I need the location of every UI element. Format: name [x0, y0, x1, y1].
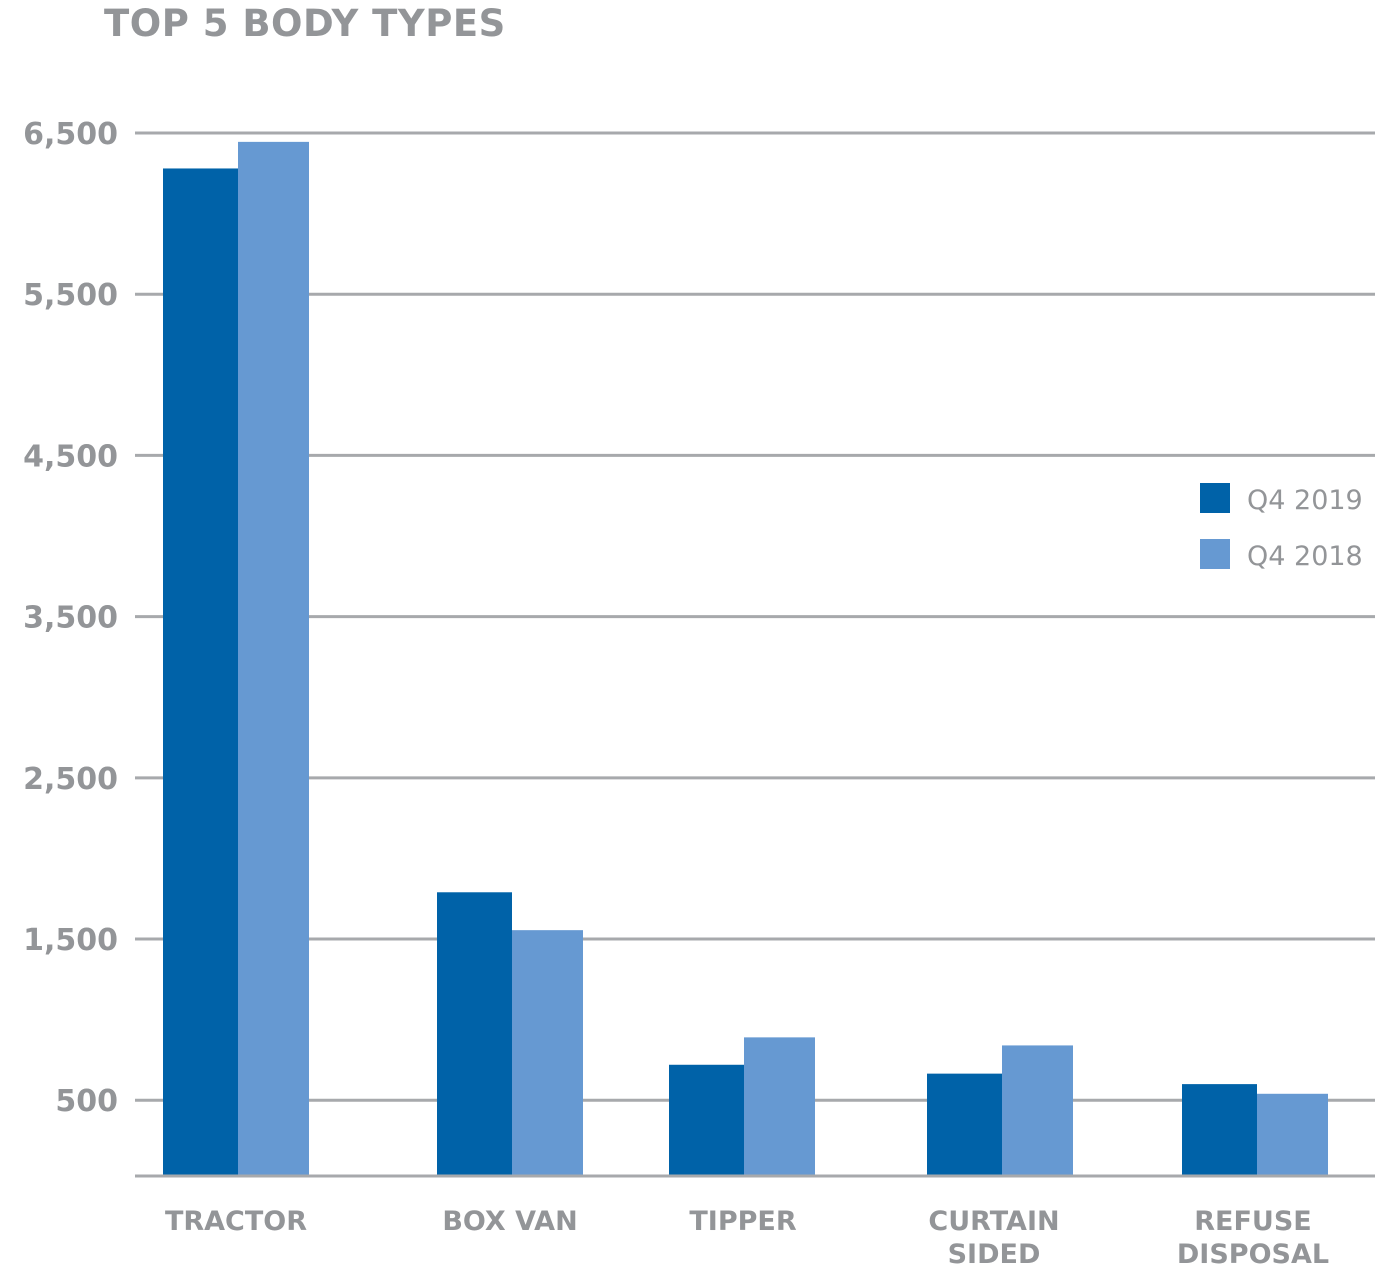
bar-q4-2019-refuse-disposal — [1182, 1084, 1257, 1176]
y-tick-label: 500 — [55, 1084, 118, 1119]
y-tick-label: 6,500 — [23, 117, 118, 152]
bar-q4-2018-box-van — [512, 930, 583, 1176]
bar-q4-2019-box-van — [437, 892, 512, 1176]
bar-q4-2019-tipper — [669, 1064, 744, 1176]
legend-label: Q4 2018 — [1247, 541, 1363, 572]
bar-q4-2018-curtain-sided — [1002, 1045, 1073, 1176]
x-tick-label: CURTAIN SIDED — [928, 1206, 1059, 1270]
legend-label: Q4 2019 — [1247, 485, 1363, 516]
y-tick-label: 3,500 — [23, 601, 118, 636]
legend: Q4 2019 Q4 2018 — [1200, 483, 1363, 572]
y-tick-label: 4,500 — [23, 439, 118, 474]
bar-q4-2019-curtain-sided — [927, 1073, 1002, 1176]
y-tick-label: 5,500 — [23, 278, 118, 313]
x-tick-label: TIPPER — [689, 1206, 796, 1237]
x-tick-label: TRACTOR — [165, 1206, 307, 1237]
bar-q4-2019-tractor — [163, 168, 238, 1177]
bar-q4-2018-refuse-disposal — [1257, 1093, 1328, 1176]
x-tick-label: REFUSE DISPOSAL — [1177, 1206, 1329, 1270]
y-tick-label: 1,500 — [23, 923, 118, 958]
chart-title: TOP 5 BODY TYPES — [104, 2, 506, 45]
bars — [163, 141, 1328, 1177]
x-axis-tick-labels: TRACTOR BOX VAN TIPPER CURTAIN SIDED REFUSE DI… — [165, 1206, 1329, 1270]
gridlines — [135, 131, 1375, 1102]
legend-swatch — [1200, 539, 1230, 569]
bar-q4-2018-tipper — [744, 1037, 815, 1176]
bar-q4-2018-tractor — [238, 141, 309, 1176]
legend-swatch — [1200, 483, 1230, 513]
y-tick-label: 2,500 — [23, 762, 118, 797]
x-tick-label: BOX VAN — [442, 1206, 577, 1237]
y-axis-tick-labels: 500 1,500 2,500 3,500 4,500 5,500 6,500 — [23, 117, 118, 1119]
